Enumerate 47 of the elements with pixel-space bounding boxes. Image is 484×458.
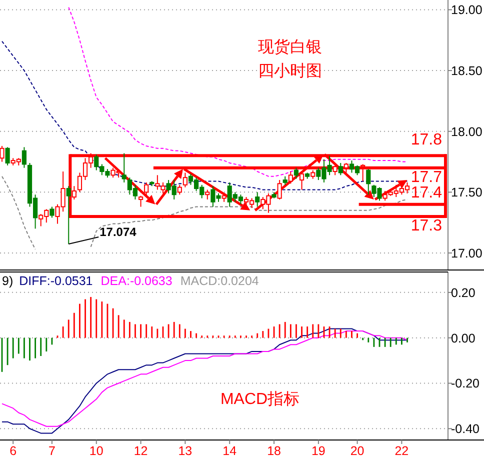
y-tick-label: 19.00 [451, 3, 482, 18]
ref-line-label: 17.4 [410, 184, 442, 202]
candlestick [5, 146, 10, 166]
candlestick [138, 195, 144, 208]
candlestick [338, 162, 343, 176]
y-tick-label: 17.00 [451, 246, 482, 260]
candlestick [366, 168, 371, 196]
x-tick-label: 10 [89, 444, 104, 458]
candlestick [205, 189, 210, 200]
candlestick [177, 184, 182, 196]
annotation: 9) [2, 274, 14, 288]
y-tick-label: 18.50 [451, 64, 482, 78]
candlestick [122, 152, 126, 183]
annotation: 17.074 [100, 224, 137, 239]
candlestick [22, 146, 27, 168]
candlestick [299, 170, 304, 190]
text: 四小时图 [258, 62, 322, 80]
annotation: MACD指标 [220, 390, 300, 408]
x-tick-label: 14 [222, 444, 237, 458]
y-tick-label: 17.50 [451, 186, 482, 200]
x-tick-label: 20 [350, 444, 364, 458]
x-tick-label: 6 [10, 444, 17, 458]
candlestick [66, 186, 71, 244]
x-tick-label: 22 [394, 444, 409, 458]
x-tick-label: 7 [48, 444, 56, 458]
x-tick-label: 12 [134, 444, 148, 458]
y-tick-label: 0.00 [451, 331, 476, 346]
line-series [68, 6, 408, 177]
candlestick [277, 180, 282, 200]
ref-line-label: 17.7 [410, 168, 442, 186]
text: 现货白银 [258, 38, 322, 56]
candlestick [0, 145, 4, 162]
x-tick-label: 18 [267, 444, 282, 458]
legend: DIFF:-0.0531 DEA:-0.0633 MACD:0.0204 [19, 274, 259, 288]
candlestick [50, 206, 54, 218]
x-tick-label: 13 [178, 444, 192, 458]
candlestick [255, 192, 260, 208]
x-tick-label: 19 [311, 444, 326, 458]
y-tick-label: -0.40 [451, 422, 480, 436]
ref-line-label: 17.3 [410, 217, 442, 234]
y-tick-label: -0.20 [451, 376, 480, 391]
candlestick [72, 186, 76, 200]
ref-line-label: 17.8 [410, 132, 442, 149]
candlestick [288, 170, 293, 184]
candlestick [294, 167, 299, 180]
y-tick-label: 0.20 [451, 286, 476, 300]
y-tick-label: 18.00 [451, 124, 482, 139]
